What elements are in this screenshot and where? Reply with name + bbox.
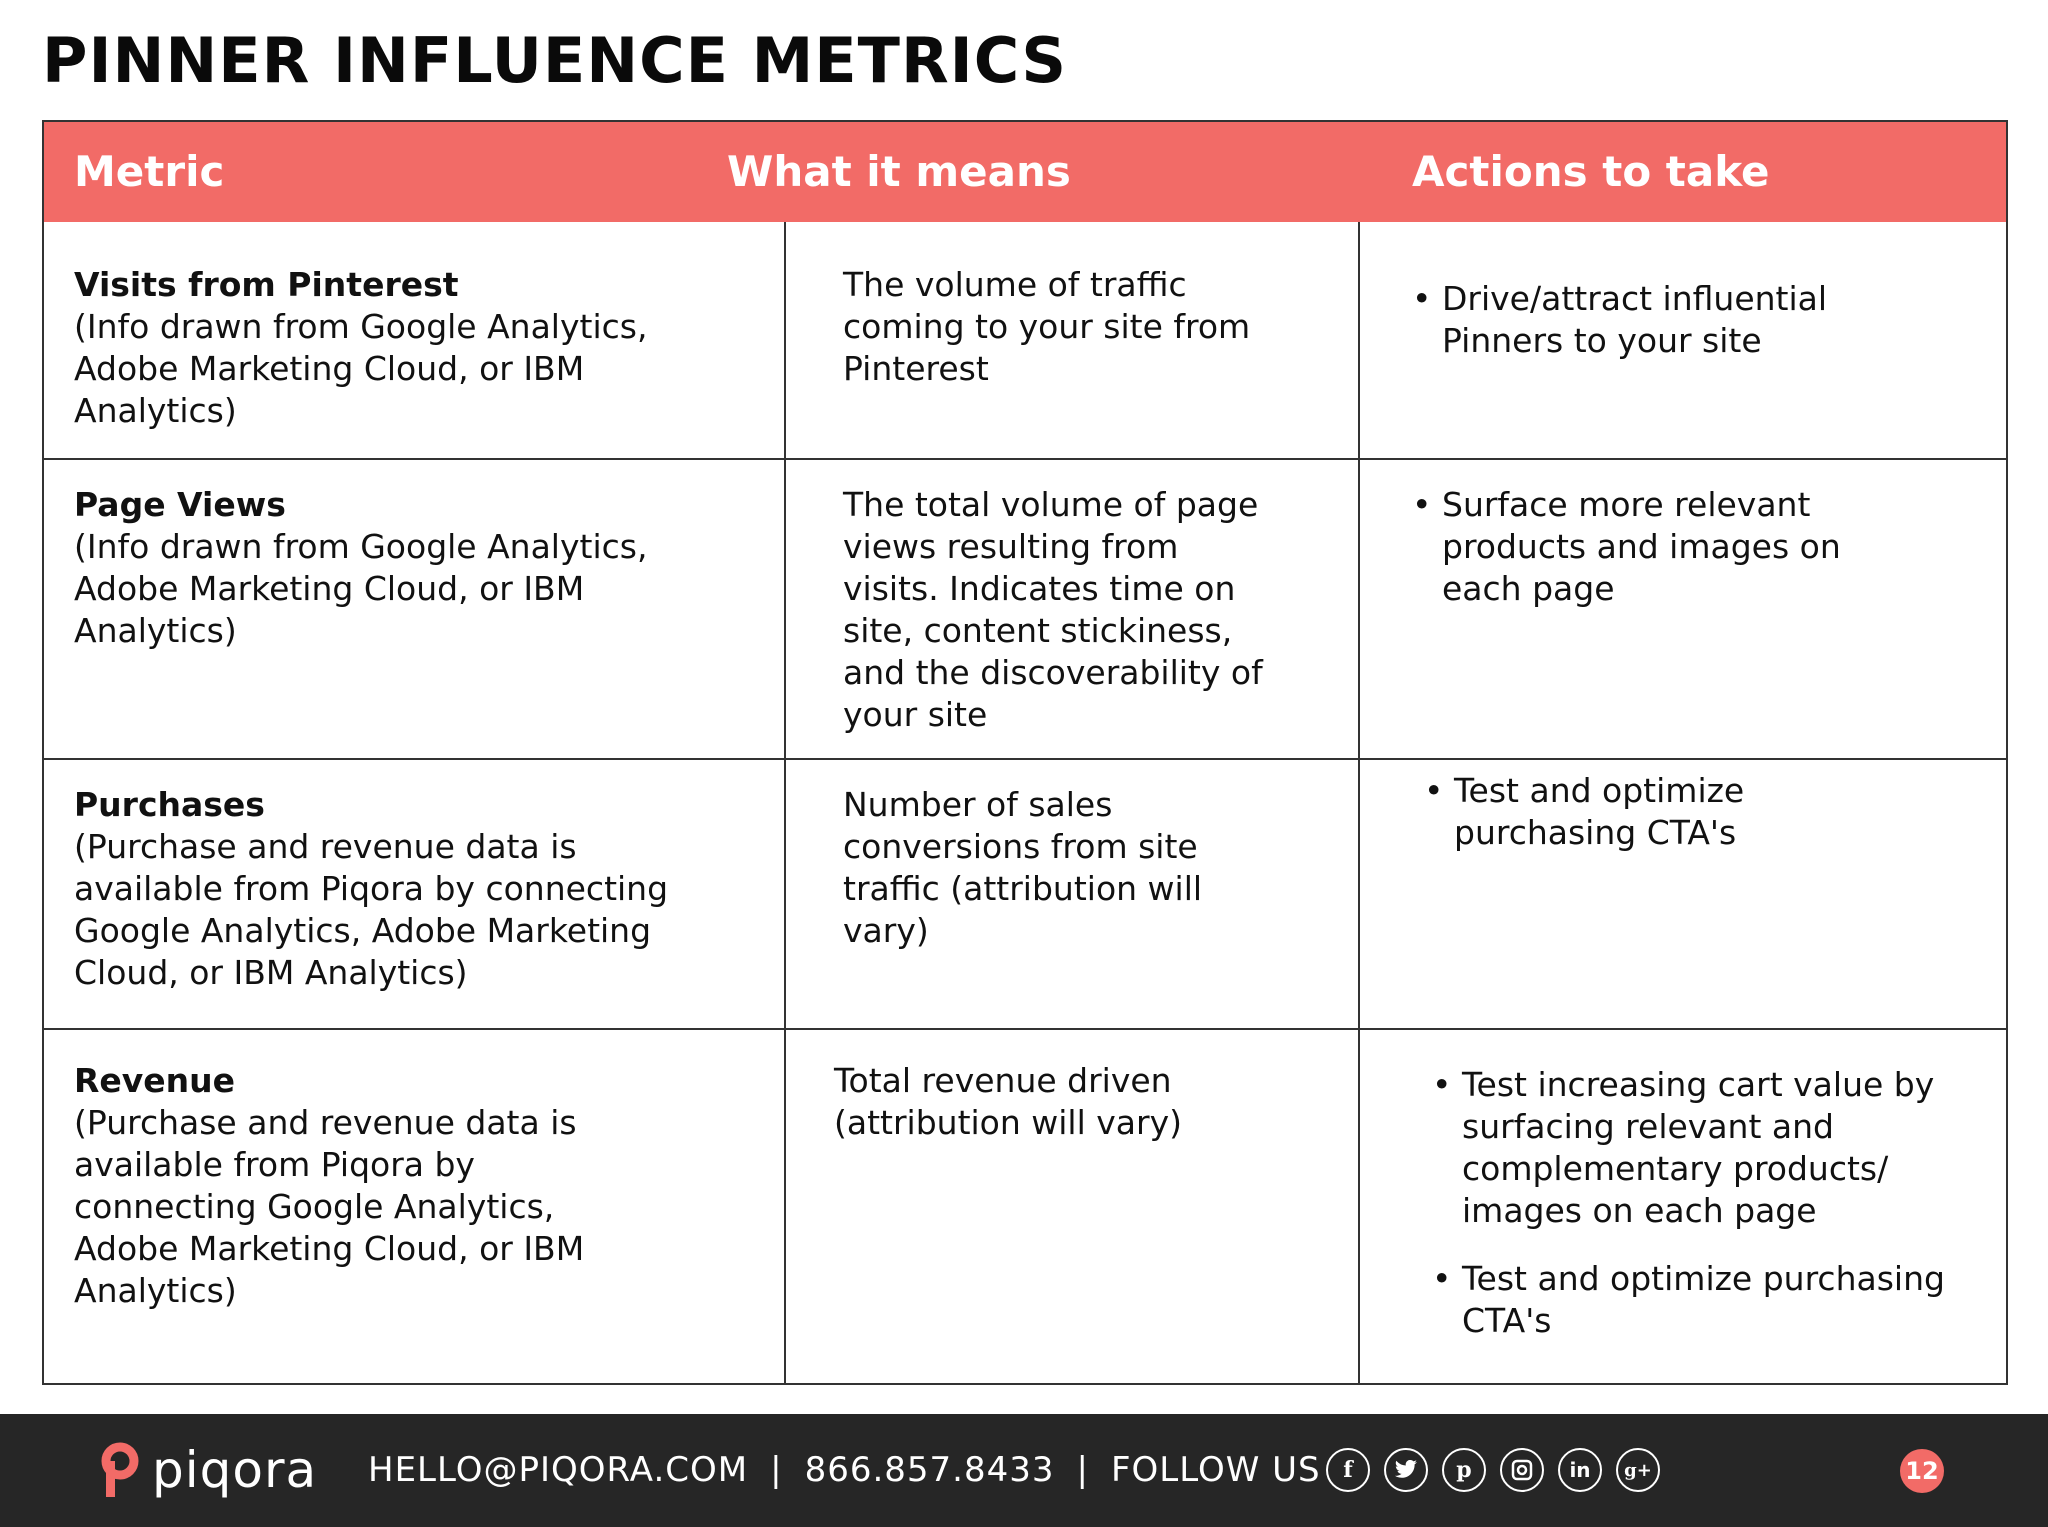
metric-note: (Info drawn from Google Analytics, Adobe…: [74, 307, 648, 430]
twitter-icon[interactable]: [1384, 1448, 1428, 1492]
facebook-icon[interactable]: f: [1326, 1448, 1370, 1492]
bullet-icon: •: [1432, 1065, 1452, 1104]
meaning-text: The volume of traffic coming to your sit…: [843, 265, 1251, 388]
meaning-cell: Number of sales conversions from site tr…: [843, 784, 1202, 952]
separator: |: [770, 1450, 783, 1490]
contact-bar: HELLO@PIQORA.COM | 866.857.8433 | FOLLOW US: [368, 1414, 1321, 1527]
metric-note: (Purchase and revenue data is available …: [74, 827, 669, 992]
phone-number[interactable]: 866.857.8433: [804, 1450, 1055, 1490]
email-link[interactable]: HELLO@PIQORA.COM: [368, 1450, 749, 1490]
instagram-icon[interactable]: [1500, 1448, 1544, 1492]
follow-us-label: FOLLOW US: [1110, 1450, 1321, 1490]
piqora-logo[interactable]: piqora: [100, 1432, 317, 1508]
footer: piqora HELLO@PIQORA.COM | 866.857.8433 | FOL…: [0, 1414, 2048, 1527]
google-plus-icon[interactable]: g+: [1616, 1448, 1660, 1492]
column-divider: [784, 222, 786, 1383]
action-item: • Drive/attract influential Pinners to yo…: [1412, 278, 1827, 362]
action-text: Drive/attract influential Pinners to you…: [1442, 279, 1828, 360]
bullet-icon: •: [1424, 771, 1444, 810]
action-text: Test increasing cart value by surfacing …: [1462, 1065, 1935, 1230]
header-actions: Actions to take: [1412, 147, 1770, 196]
separator: |: [1076, 1450, 1089, 1490]
bullet-icon: •: [1412, 485, 1432, 524]
actions-cell: • Surface more relevant products and imag…: [1412, 484, 1841, 610]
action-item: • Test and optimize purchasing CTA's: [1432, 1258, 1945, 1342]
metrics-table: Metric What it means Actions to take Vis…: [42, 120, 2008, 1385]
page-title: PINNER INFLUENCE METRICS: [42, 24, 1068, 97]
meaning-cell: The volume of traffic coming to your sit…: [843, 264, 1250, 390]
action-text: Test and optimize purchasing CTA's: [1462, 1259, 1945, 1340]
bullet-icon: •: [1412, 279, 1432, 318]
metric-cell: Visits from Pinterest (Info drawn from G…: [74, 264, 647, 432]
header-metric: Metric: [74, 147, 225, 196]
table-row: [44, 758, 2006, 760]
piqora-logo-icon: [101, 1442, 139, 1497]
action-item: • Test and optimize purchasing CTA's: [1424, 770, 1744, 854]
metric-cell: Page Views (Info drawn from Google Analy…: [74, 484, 647, 652]
metric-cell: Purchases (Purchase and revenue data is …: [74, 784, 668, 994]
brand-name: piqora: [152, 1441, 318, 1499]
social-icons: f p in g+: [1326, 1448, 1674, 1492]
metric-note: (Purchase and revenue data is available …: [74, 1103, 585, 1310]
header-what-it-means: What it means: [727, 147, 1071, 196]
page-number: 12: [1900, 1449, 1944, 1493]
meaning-text: Total revenue driven (attribution will v…: [834, 1061, 1182, 1142]
actions-cell: • Test increasing cart value by surfacing…: [1432, 1064, 1945, 1342]
metric-title: Visits from Pinterest: [74, 265, 459, 304]
linkedin-icon[interactable]: in: [1558, 1448, 1602, 1492]
actions-cell: • Test and optimize purchasing CTA's: [1424, 770, 1744, 854]
table-row: [44, 1028, 2006, 1030]
actions-cell: • Drive/attract influential Pinners to yo…: [1412, 278, 1827, 362]
metric-title: Purchases: [74, 785, 265, 824]
action-text: Test and optimize purchasing CTA's: [1454, 771, 1745, 852]
action-item: • Surface more relevant products and imag…: [1412, 484, 1841, 610]
table-row: [44, 458, 2006, 460]
column-divider: [1358, 222, 1360, 1383]
table-header: Metric What it means Actions to take: [44, 122, 2006, 222]
meaning-text: The total volume of page views resulting…: [843, 485, 1263, 734]
meaning-text: Number of sales conversions from site tr…: [843, 785, 1203, 950]
pinterest-icon[interactable]: p: [1442, 1448, 1486, 1492]
action-text: Surface more relevant products and image…: [1442, 485, 1841, 608]
metric-cell: Revenue (Purchase and revenue data is av…: [74, 1060, 584, 1312]
meaning-cell: Total revenue driven (attribution will v…: [834, 1060, 1182, 1144]
meaning-cell: The total volume of page views resulting…: [843, 484, 1263, 736]
metric-note: (Info drawn from Google Analytics, Adobe…: [74, 527, 648, 650]
bullet-icon: •: [1432, 1259, 1452, 1298]
metric-title: Page Views: [74, 485, 286, 524]
action-item: • Test increasing cart value by surfacing…: [1432, 1064, 1945, 1232]
metric-title: Revenue: [74, 1061, 236, 1100]
